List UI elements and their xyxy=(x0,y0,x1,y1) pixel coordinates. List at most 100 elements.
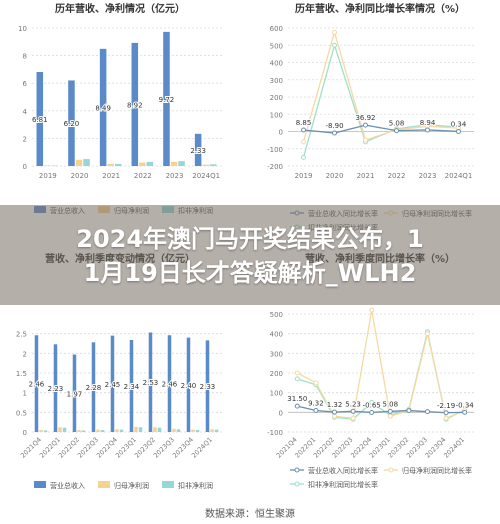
bar xyxy=(148,332,153,432)
chart-title: 历年营收、净利情况（亿元） xyxy=(55,2,185,15)
bar xyxy=(153,427,157,432)
y-tick-label: 400 xyxy=(270,331,283,339)
bar xyxy=(202,164,209,166)
data-label: 2.40 xyxy=(181,382,197,390)
bar xyxy=(163,31,170,167)
y-tick-label: -100 xyxy=(267,429,283,437)
bar xyxy=(157,427,162,432)
x-tick-label: 2024Q1 xyxy=(442,436,466,460)
bar xyxy=(83,159,90,166)
bar xyxy=(131,42,139,166)
bar xyxy=(195,430,200,432)
series-line xyxy=(303,124,459,134)
data-label: 8.92 xyxy=(127,101,143,109)
y-tick-label: 0 xyxy=(23,429,27,437)
series-point xyxy=(301,139,306,145)
bar xyxy=(81,430,86,432)
data-label: 6.20 xyxy=(64,120,80,128)
bar xyxy=(172,428,176,432)
bar xyxy=(72,354,77,432)
bar xyxy=(51,165,59,167)
bar xyxy=(75,159,83,166)
headline[interactable]: 2024年澳门马开奖结果公布，1 1月19日长才答疑解析_WLH2 xyxy=(0,222,500,290)
bar xyxy=(107,163,114,166)
data-label: 5.08 xyxy=(383,400,399,408)
y-tick-label: 10 xyxy=(18,25,27,33)
series-point xyxy=(350,415,356,421)
series-point xyxy=(332,409,337,415)
data-label: -0.34 xyxy=(456,401,475,409)
x-tick-label: 2022 xyxy=(388,172,406,180)
legend-marker xyxy=(294,467,300,473)
y-tick-label: 500 xyxy=(270,42,283,50)
x-tick-label: 2024Q1 xyxy=(445,172,473,180)
bar xyxy=(43,430,48,432)
bar xyxy=(62,427,67,432)
legend-label: 营业总收入 xyxy=(50,481,85,490)
x-tick-label: 2021 xyxy=(357,172,375,180)
y-tick-label: 400 xyxy=(270,60,283,68)
legend-label: 归母净利润 xyxy=(114,481,149,490)
series-point xyxy=(394,128,399,134)
series-point xyxy=(425,331,430,337)
y-tick-label: 2.5 xyxy=(16,331,27,339)
series-point xyxy=(387,413,393,419)
bar xyxy=(77,430,81,432)
x-tick-label: 2020 xyxy=(326,172,344,180)
bar xyxy=(100,430,105,432)
data-label: 6.81 xyxy=(32,116,48,124)
headline-overlay xyxy=(0,205,500,305)
legend-swatch xyxy=(162,481,174,488)
series-point xyxy=(443,415,449,421)
bar xyxy=(139,162,146,166)
series-point xyxy=(313,380,319,386)
series-point xyxy=(406,408,412,414)
bar xyxy=(36,72,44,166)
series-point xyxy=(332,29,337,35)
bar xyxy=(119,429,124,432)
series-point xyxy=(387,408,393,414)
bar xyxy=(209,164,217,166)
series-point xyxy=(462,409,468,415)
data-label: 2.28 xyxy=(86,384,102,392)
y-tick-label: 600 xyxy=(270,25,283,33)
data-label: -0.65 xyxy=(363,401,381,409)
series-line xyxy=(297,405,465,414)
series-point xyxy=(294,403,300,409)
data-source: 数据来源：恒生聚源 xyxy=(205,509,295,520)
series-point xyxy=(443,410,449,416)
bar xyxy=(39,430,43,432)
series-point xyxy=(294,376,300,382)
data-label: 2.46 xyxy=(162,381,178,389)
data-label: 2.46 xyxy=(29,381,45,389)
legend-marker xyxy=(294,481,300,487)
data-label: 2.34 xyxy=(124,383,140,391)
series-point xyxy=(369,409,375,415)
bar xyxy=(134,426,138,432)
data-label: 1.32 xyxy=(327,401,343,409)
series-point xyxy=(332,413,337,419)
bar xyxy=(68,80,75,166)
bar xyxy=(210,429,214,432)
bar xyxy=(146,161,154,166)
bar xyxy=(99,48,107,167)
legend-label: 扣非净利润 xyxy=(178,481,213,490)
y-tick-label: 200 xyxy=(270,94,283,102)
y-tick-label: 200 xyxy=(270,370,283,378)
y-tick-label: 100 xyxy=(270,390,283,398)
data-label: 2.45 xyxy=(105,381,121,389)
data-label: 2.53 xyxy=(143,379,159,387)
y-tick-label: 4 xyxy=(23,108,28,116)
bar xyxy=(214,429,219,432)
legend-label: 营业总收入同比增长率 xyxy=(308,466,378,475)
series-line xyxy=(296,309,465,420)
y-tick-label: -100 xyxy=(267,146,283,154)
x-tick-label: 2023 xyxy=(166,172,184,180)
series-point xyxy=(313,408,319,414)
y-tick-label: 100 xyxy=(270,111,283,119)
data-label: 2.33 xyxy=(190,147,206,155)
legend-swatch xyxy=(34,481,46,488)
bar xyxy=(34,335,39,432)
y-tick-label: 2 xyxy=(23,135,27,143)
bar xyxy=(115,429,119,432)
